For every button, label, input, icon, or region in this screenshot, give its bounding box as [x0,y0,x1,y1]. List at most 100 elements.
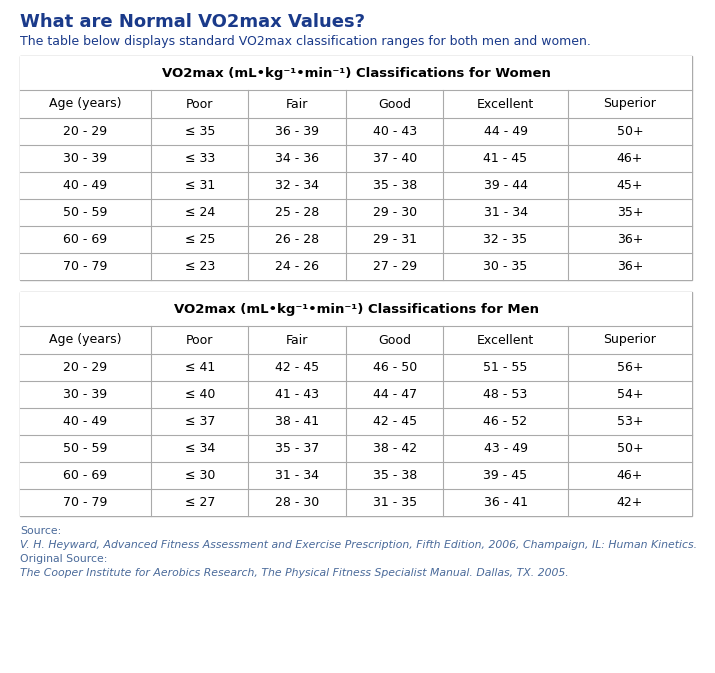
Bar [249,90,346,118]
Bar [151,326,249,354]
Text: 70 - 79: 70 - 79 [64,496,108,509]
Text: 46+: 46+ [616,469,643,482]
Text: 25 - 28: 25 - 28 [275,206,320,219]
Bar [151,462,249,489]
Bar [151,354,249,381]
Bar [346,489,443,516]
Text: 35 - 38: 35 - 38 [373,179,417,192]
Text: 34 - 36: 34 - 36 [275,152,319,165]
Text: Source:: Source: [20,526,61,536]
Text: ≤ 41: ≤ 41 [184,361,215,374]
Text: 30 - 39: 30 - 39 [64,152,107,165]
Bar [20,381,151,408]
Bar [568,199,692,226]
Bar [151,118,249,145]
Text: 45+: 45+ [616,179,643,192]
Text: 38 - 42: 38 - 42 [373,442,417,455]
Text: 36 - 39: 36 - 39 [275,125,319,138]
Text: Good: Good [378,334,411,347]
Bar [20,118,151,145]
Bar [249,226,346,253]
Bar [346,226,443,253]
Text: 32 - 35: 32 - 35 [483,233,528,246]
Text: 51 - 55: 51 - 55 [483,361,528,374]
Bar [20,326,151,354]
Text: 20 - 29: 20 - 29 [64,361,107,374]
Bar [249,145,346,172]
Text: 40 - 49: 40 - 49 [64,179,107,192]
Bar [20,489,151,516]
Text: 31 - 34: 31 - 34 [275,469,319,482]
Text: Superior: Superior [603,334,656,347]
Bar [443,435,568,462]
Bar [151,489,249,516]
Text: 60 - 69: 60 - 69 [64,469,107,482]
Bar [249,435,346,462]
Text: 54+: 54+ [616,388,643,401]
Bar [443,381,568,408]
Text: ≤ 23: ≤ 23 [184,260,215,273]
Bar [20,253,151,280]
Bar [151,145,249,172]
Bar [443,253,568,280]
Text: 41 - 45: 41 - 45 [483,152,528,165]
Text: 44 - 49: 44 - 49 [483,125,528,138]
Text: 37 - 40: 37 - 40 [373,152,417,165]
Text: 35 - 38: 35 - 38 [373,469,417,482]
Text: 70 - 79: 70 - 79 [64,260,108,273]
Bar [20,172,151,199]
Bar [151,226,249,253]
Text: ≤ 30: ≤ 30 [184,469,215,482]
Bar [249,199,346,226]
Text: ≤ 34: ≤ 34 [184,442,215,455]
Text: 42 - 45: 42 - 45 [275,361,320,374]
Bar [346,90,443,118]
Text: 36+: 36+ [616,233,643,246]
Bar [249,253,346,280]
Text: 56+: 56+ [616,361,643,374]
Text: 41 - 43: 41 - 43 [275,388,319,401]
Bar [20,56,692,280]
Text: 32 - 34: 32 - 34 [275,179,319,192]
Bar [249,489,346,516]
Text: ≤ 25: ≤ 25 [184,233,215,246]
Bar [568,253,692,280]
Bar [346,172,443,199]
Bar [20,90,151,118]
Text: 29 - 31: 29 - 31 [373,233,417,246]
Bar [568,118,692,145]
Text: 46 - 50: 46 - 50 [373,361,417,374]
Text: 48 - 53: 48 - 53 [483,388,528,401]
Text: 40 - 43: 40 - 43 [373,125,417,138]
Text: 20 - 29: 20 - 29 [64,125,107,138]
Bar [20,408,151,435]
Bar [346,253,443,280]
Bar [249,118,346,145]
Bar [346,326,443,354]
Bar [346,435,443,462]
Bar [151,199,249,226]
Bar [443,199,568,226]
Bar [20,199,151,226]
Text: Fair: Fair [286,98,308,110]
Bar [151,90,249,118]
Text: 60 - 69: 60 - 69 [64,233,107,246]
Text: ≤ 27: ≤ 27 [184,496,215,509]
Text: ≤ 35: ≤ 35 [184,125,215,138]
Bar [346,145,443,172]
Text: ≤ 33: ≤ 33 [184,152,215,165]
Text: Superior: Superior [603,98,656,110]
Bar [20,435,151,462]
Text: 44 - 47: 44 - 47 [373,388,417,401]
Text: 36+: 36+ [616,260,643,273]
Text: Original Source:: Original Source: [20,554,107,564]
Text: 50+: 50+ [616,125,644,138]
Text: 26 - 28: 26 - 28 [275,233,320,246]
Bar [20,292,692,326]
Bar [20,292,692,516]
Bar [249,172,346,199]
Bar [443,354,568,381]
Text: Good: Good [378,98,411,110]
Text: 35 - 37: 35 - 37 [275,442,320,455]
Text: 35+: 35+ [616,206,643,219]
